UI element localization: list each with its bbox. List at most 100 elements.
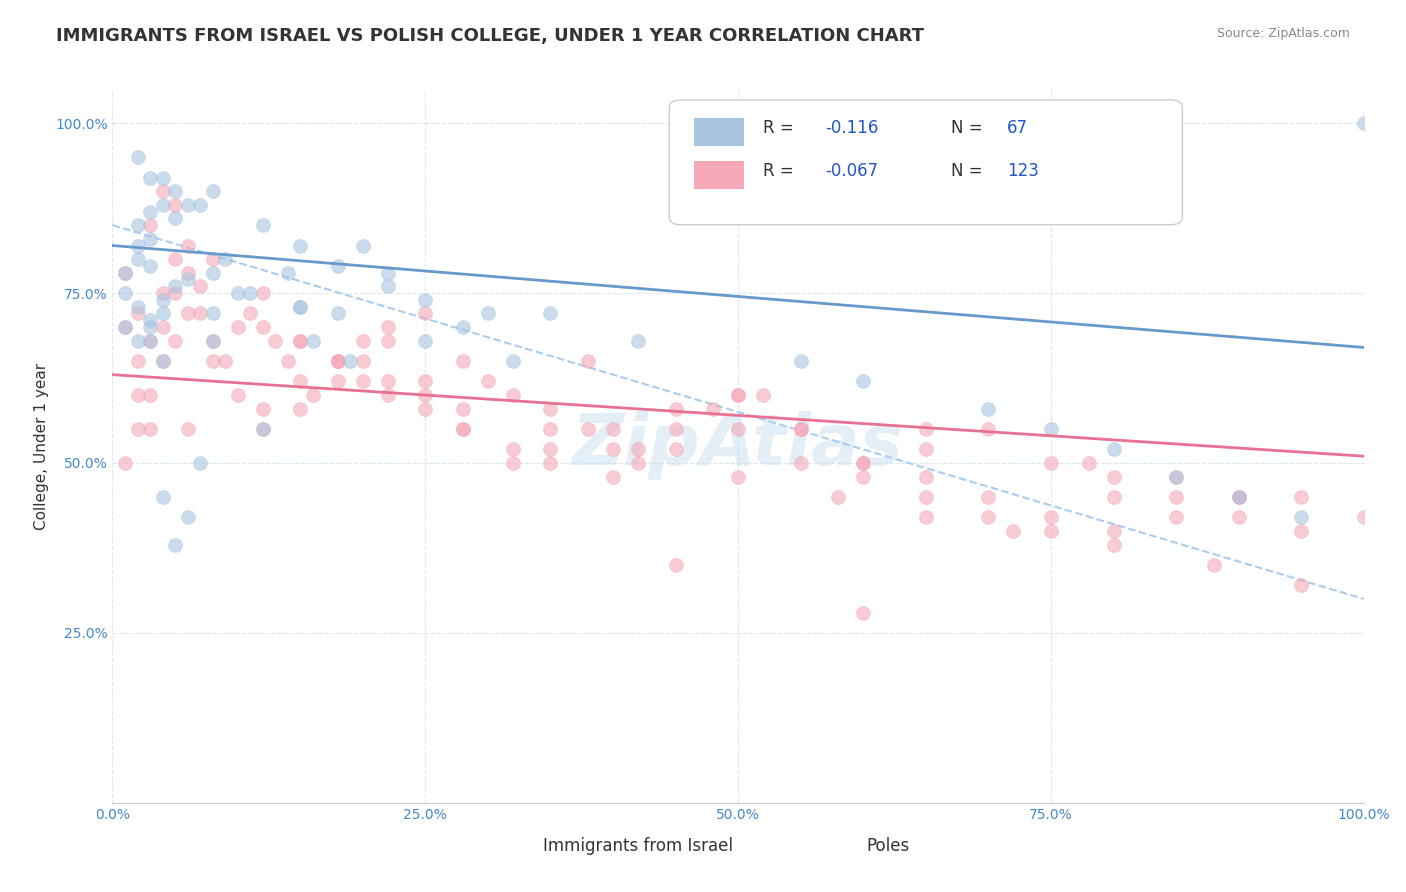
Point <box>152 198 174 212</box>
Point <box>226 286 249 301</box>
Point <box>1102 537 1125 551</box>
Text: 67: 67 <box>1007 120 1028 137</box>
Point <box>1291 510 1313 524</box>
Point <box>1164 510 1187 524</box>
Point <box>163 286 186 301</box>
Point <box>252 320 274 334</box>
Text: Poles: Poles <box>866 837 910 855</box>
Point <box>852 606 875 620</box>
Point <box>252 422 274 436</box>
Point <box>1202 558 1225 572</box>
Point <box>139 259 162 273</box>
Point <box>290 238 312 252</box>
Point <box>301 388 323 402</box>
Point <box>727 422 749 436</box>
Point <box>502 388 524 402</box>
Point <box>152 354 174 368</box>
Point <box>1291 524 1313 538</box>
Point <box>139 232 162 246</box>
Point <box>139 313 162 327</box>
Point <box>114 320 136 334</box>
Point <box>451 320 474 334</box>
Point <box>852 469 875 483</box>
Point <box>377 388 399 402</box>
Point <box>163 537 186 551</box>
Point <box>152 320 174 334</box>
Point <box>664 422 686 436</box>
Point <box>790 422 813 436</box>
Point <box>1102 469 1125 483</box>
Point <box>176 510 198 524</box>
Point <box>188 198 211 212</box>
Point <box>139 334 162 348</box>
Point <box>239 306 262 320</box>
Point <box>163 279 186 293</box>
Point <box>152 293 174 307</box>
Point <box>627 456 650 470</box>
Point <box>538 306 561 320</box>
Point <box>1291 578 1313 592</box>
Point <box>451 401 474 416</box>
Point <box>852 456 875 470</box>
Point <box>1227 510 1250 524</box>
Point <box>214 354 236 368</box>
Point <box>201 334 224 348</box>
Point <box>352 334 374 348</box>
Point <box>114 286 136 301</box>
Point <box>127 150 149 164</box>
Point <box>977 401 1000 416</box>
Point <box>576 354 599 368</box>
Point <box>602 469 624 483</box>
Point <box>377 334 399 348</box>
Point <box>377 320 399 334</box>
Point <box>139 388 162 402</box>
Point <box>451 422 474 436</box>
Point <box>1039 456 1063 470</box>
Point <box>114 456 136 470</box>
Point <box>1102 524 1125 538</box>
Text: N =: N = <box>950 120 988 137</box>
Point <box>502 442 524 457</box>
Point <box>1039 510 1063 524</box>
Point <box>915 442 938 457</box>
Point <box>790 354 813 368</box>
Point <box>502 456 524 470</box>
Point <box>163 184 186 198</box>
FancyBboxPatch shape <box>488 833 519 856</box>
Point <box>264 334 287 348</box>
Point <box>915 510 938 524</box>
Point <box>1227 490 1250 504</box>
Text: N =: N = <box>950 162 988 180</box>
Point <box>664 442 686 457</box>
Point <box>277 266 299 280</box>
Point <box>326 306 349 320</box>
FancyBboxPatch shape <box>695 161 744 189</box>
Text: -0.067: -0.067 <box>825 162 879 180</box>
Point <box>1291 490 1313 504</box>
Point <box>827 490 849 504</box>
Text: R =: R = <box>763 162 799 180</box>
Point <box>727 469 749 483</box>
Point <box>290 300 312 314</box>
Point <box>977 510 1000 524</box>
Point <box>451 422 474 436</box>
Point <box>290 375 312 389</box>
Point <box>413 306 436 320</box>
Point <box>627 442 650 457</box>
Point <box>176 238 198 252</box>
Point <box>176 306 198 320</box>
Point <box>226 320 249 334</box>
Point <box>152 184 174 198</box>
Point <box>538 456 561 470</box>
Point <box>127 388 149 402</box>
Point <box>188 306 211 320</box>
Point <box>664 558 686 572</box>
Text: 123: 123 <box>1007 162 1039 180</box>
Point <box>201 266 224 280</box>
Point <box>201 252 224 266</box>
Point <box>339 354 361 368</box>
Point <box>188 456 211 470</box>
Point <box>114 266 136 280</box>
Point <box>139 204 162 219</box>
Point <box>139 170 162 185</box>
